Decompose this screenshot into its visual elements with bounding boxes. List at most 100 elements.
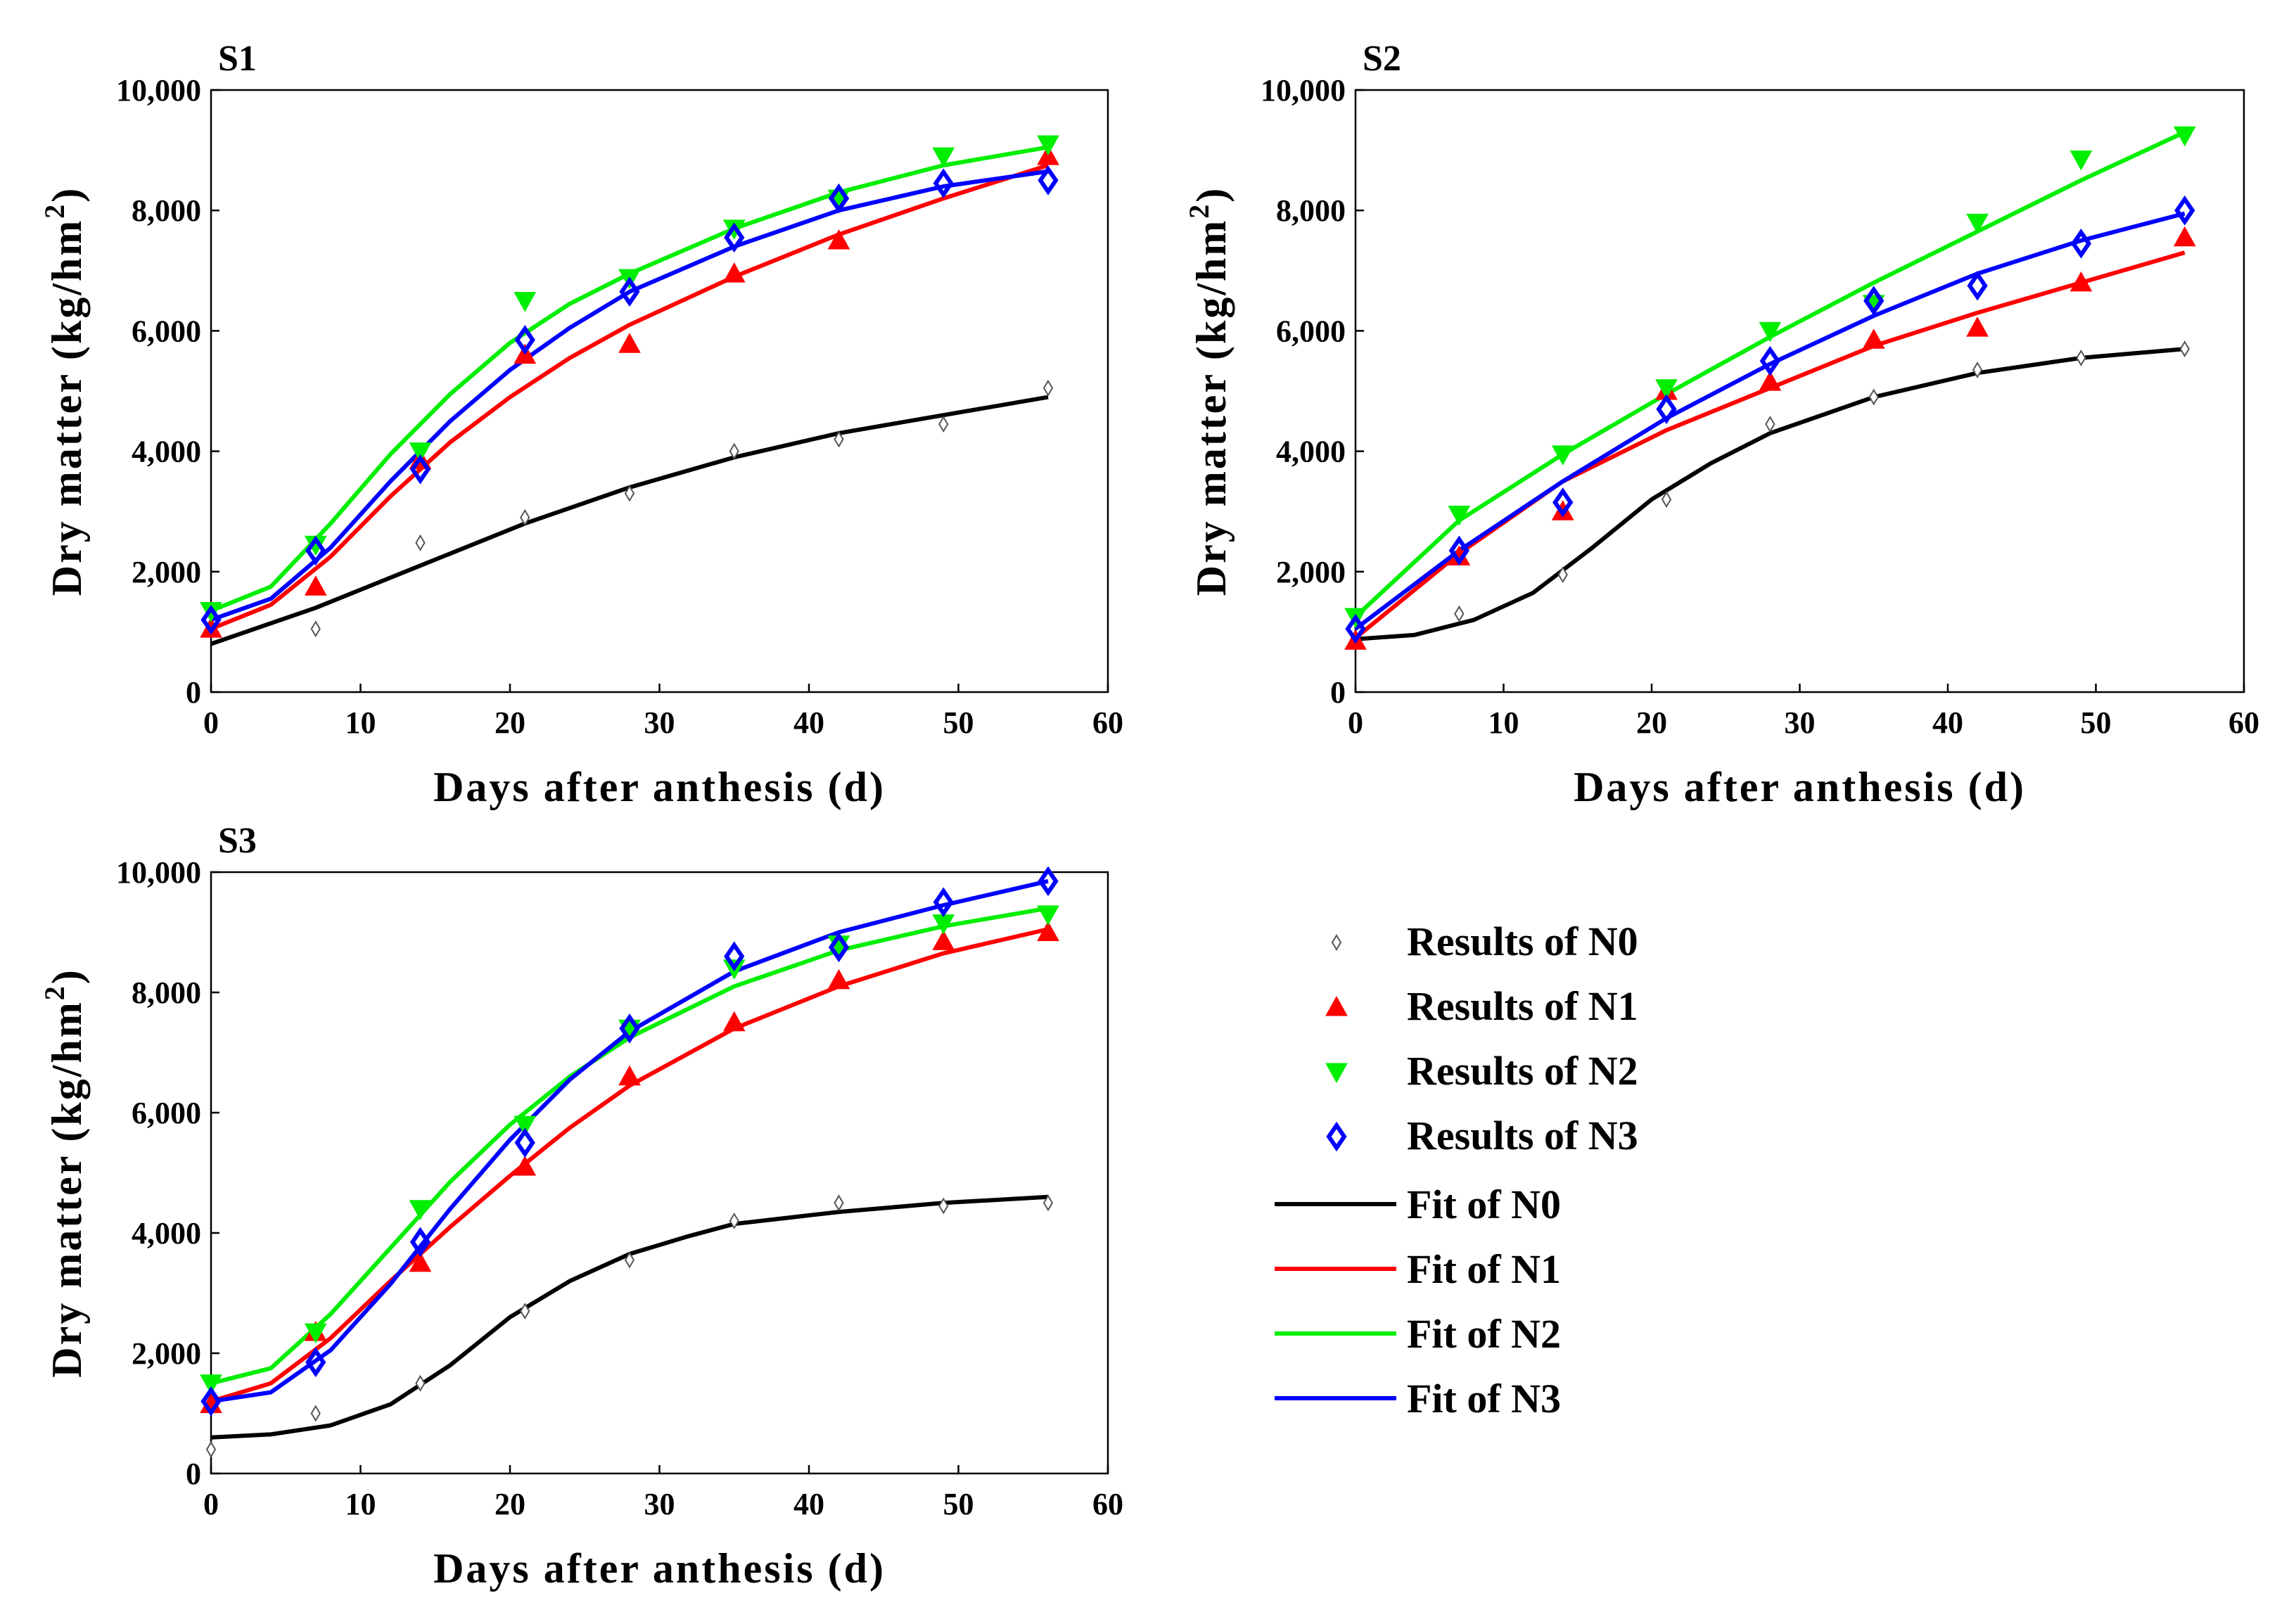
panel-title: S2 — [1363, 39, 1401, 79]
x-tick-label: 40 — [793, 1487, 824, 1521]
result-point-n3 — [828, 932, 850, 963]
x-tick-label: 50 — [2081, 705, 2112, 740]
result-point-n3 — [619, 1014, 640, 1044]
result-point-n3 — [514, 1127, 535, 1158]
x-tick-label: 10 — [345, 1487, 376, 1521]
result-point-n3 — [305, 1347, 326, 1378]
result-point-n2 — [1551, 445, 1574, 466]
y-axis-label: Dry matter (kg/hm2) — [39, 186, 90, 596]
result-point-n0 — [624, 1251, 635, 1269]
result-point-n2 — [514, 1115, 537, 1137]
legend-marker-n3 — [1326, 1121, 1347, 1152]
result-point-n2 — [1037, 905, 1059, 926]
result-point-n0 — [1557, 566, 1568, 584]
result-point-n3 — [1759, 345, 1781, 376]
result-point-n1 — [409, 1251, 432, 1272]
result-point-n0 — [834, 1194, 844, 1212]
result-point-n1 — [722, 1011, 746, 1032]
result-point-n3 — [1038, 866, 1059, 897]
result-point-n1 — [827, 968, 850, 990]
x-tick-label: 10 — [345, 705, 376, 740]
x-tick-label: 50 — [943, 705, 974, 740]
result-point-n3 — [724, 222, 745, 253]
result-point-n2 — [304, 1323, 327, 1344]
y-tick-label: 8,000 — [132, 976, 201, 1010]
panel-title: S3 — [218, 821, 257, 861]
result-point-n0 — [310, 1405, 321, 1422]
result-point-n2 — [1966, 213, 1989, 234]
chart-panel-s3: S3 0 10 20 30 40 50 60 0 2,000 4,000 6,000 8,000 10,0… — [39, 821, 1123, 1592]
legend-label-results-n2: Results of N2 — [1407, 1048, 1638, 1094]
plot-frame — [210, 871, 1109, 1475]
result-point-n3 — [200, 1386, 222, 1417]
result-point-n0 — [2076, 349, 2086, 366]
legend-marker-n0 — [1331, 934, 1342, 951]
result-point-n3 — [724, 941, 745, 971]
result-point-n3 — [933, 887, 954, 918]
legend-label-fit-n1: Fit of N1 — [1407, 1246, 1561, 1292]
y-axis-label: Dry matter (kg/hm2) — [1183, 186, 1235, 596]
result-point-n3 — [200, 604, 222, 635]
y-tick-label: 10,000 — [1261, 73, 1346, 108]
result-point-n3 — [1552, 487, 1574, 518]
result-point-n1 — [618, 1065, 641, 1086]
legend-marker-results-n1 — [1325, 995, 1348, 1016]
result-point-n2 — [1448, 505, 1471, 526]
chart-panel-s1: S1 0 10 20 30 40 50 60 0 2,000 4,000 6,000 8,000 10,0… — [39, 39, 1123, 810]
result-point-n2 — [409, 442, 432, 463]
x-axis-label: Days after anthesis (d) — [433, 1545, 886, 1592]
result-point-n0 — [729, 1212, 739, 1229]
x-tick-label: 0 — [203, 1487, 219, 1521]
legend-label-fit-n2: Fit of N2 — [1407, 1311, 1561, 1357]
result-point-n1 — [304, 575, 327, 596]
result-point-n1 — [1759, 371, 1782, 391]
result-point-n0 — [205, 1440, 217, 1458]
panel-title: S1 — [218, 39, 257, 79]
x-tick-label: 60 — [1092, 1487, 1123, 1521]
y-tick-label: 2,000 — [132, 1336, 201, 1371]
result-point-n2 — [200, 1374, 222, 1395]
legend-label-fit-n0: Fit of N0 — [1407, 1182, 1561, 1227]
result-point-n0 — [310, 620, 321, 638]
y-tick-label: 2,000 — [132, 555, 201, 589]
result-point-n1 — [2173, 226, 2196, 247]
x-tick-label: 30 — [644, 1487, 675, 1521]
result-point-n0 — [1661, 491, 1672, 509]
plot-frame — [1354, 89, 2245, 693]
result-point-n1 — [1037, 921, 1059, 941]
result-point-n2 — [2173, 126, 2196, 147]
y-tick-label: 10,000 — [116, 73, 201, 108]
result-point-n3 — [1656, 394, 1677, 424]
y-axis-label: Dry matter (kg/hm2) — [39, 968, 90, 1377]
result-point-n3 — [305, 535, 326, 566]
legend-label-results-n1: Results of N1 — [1407, 983, 1638, 1029]
result-point-n3 — [514, 324, 535, 355]
legend: Results of N0 Results of N1 Results of N… — [1275, 919, 1638, 1421]
y-tick-label: 2,000 — [1276, 555, 1346, 589]
result-point-n2 — [409, 1200, 432, 1220]
y-tick-label: 8,000 — [1276, 193, 1346, 228]
y-tick-label: 4,000 — [132, 435, 201, 469]
y-tick-label: 0 — [186, 1457, 201, 1491]
result-point-n3 — [409, 454, 431, 485]
chart-panel-s2: S2 0 10 20 30 40 50 60 0 2,000 4,000 6,000 8,000 10,0… — [1183, 39, 2259, 810]
result-point-n0 — [1765, 416, 1775, 433]
y-tick-label: 10,000 — [116, 855, 201, 890]
x-tick-label: 20 — [1636, 705, 1667, 740]
x-tick-label: 10 — [1488, 705, 1519, 740]
fit-line-n2 — [210, 906, 1049, 1386]
x-tick-label: 20 — [495, 1487, 525, 1521]
y-tick-label: 0 — [186, 675, 201, 710]
x-tick-label: 30 — [644, 705, 675, 740]
result-point-n0 — [624, 485, 635, 502]
legend-marker-results-n0 — [1331, 934, 1342, 951]
result-point-n3 — [2070, 228, 2092, 259]
result-point-n0 — [1972, 362, 1983, 378]
y-tick-label: 6,000 — [132, 1096, 201, 1130]
result-point-n0 — [1454, 605, 1465, 622]
x-tick-label: 40 — [1932, 705, 1963, 740]
result-point-n0 — [415, 1374, 426, 1392]
fit-line-n1 — [210, 163, 1049, 631]
result-point-n1 — [827, 229, 850, 250]
